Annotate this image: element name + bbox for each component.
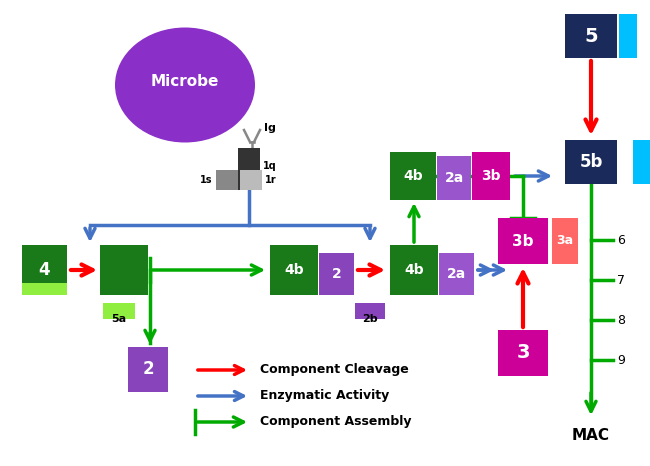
Text: 8: 8 xyxy=(617,314,625,327)
Text: Component Assembly: Component Assembly xyxy=(260,416,411,429)
Text: 1r: 1r xyxy=(265,175,277,185)
Bar xyxy=(103,303,135,319)
Bar xyxy=(240,170,262,190)
Bar xyxy=(216,170,238,190)
Text: 9: 9 xyxy=(617,354,625,366)
Text: 5b: 5b xyxy=(579,153,603,171)
Text: 1s: 1s xyxy=(200,175,212,185)
Text: 5a: 5a xyxy=(111,314,127,324)
Text: Microbe: Microbe xyxy=(151,75,219,89)
Bar xyxy=(565,14,617,58)
Bar xyxy=(22,245,67,295)
Text: 4: 4 xyxy=(39,261,50,279)
Bar xyxy=(238,148,260,190)
Text: 2b: 2b xyxy=(362,314,378,324)
Bar xyxy=(270,245,318,295)
Text: 4b: 4b xyxy=(403,169,422,183)
Text: Enzymatic Activity: Enzymatic Activity xyxy=(260,390,389,403)
Text: 3b: 3b xyxy=(512,233,534,248)
Text: 3: 3 xyxy=(516,343,530,363)
Bar xyxy=(22,283,67,295)
Bar xyxy=(128,347,168,392)
Bar xyxy=(355,303,385,319)
Bar xyxy=(619,14,637,58)
Text: 2: 2 xyxy=(142,361,154,378)
Bar xyxy=(319,253,354,295)
Text: 4b: 4b xyxy=(284,263,304,277)
Bar xyxy=(439,253,474,295)
Text: 2a: 2a xyxy=(447,267,466,281)
Bar xyxy=(552,218,578,264)
Text: 5: 5 xyxy=(584,27,598,46)
Bar xyxy=(390,245,438,295)
Text: Component Cleavage: Component Cleavage xyxy=(260,363,409,377)
Bar xyxy=(100,245,148,295)
Text: Ig: Ig xyxy=(264,123,276,133)
Text: 1q: 1q xyxy=(263,161,277,171)
Text: 7: 7 xyxy=(617,274,625,287)
Bar xyxy=(498,330,548,376)
Text: 4b: 4b xyxy=(404,263,424,277)
Text: 6: 6 xyxy=(617,233,625,247)
Text: 2: 2 xyxy=(332,267,341,281)
Bar xyxy=(472,152,510,200)
Bar xyxy=(390,152,436,200)
Text: 3a: 3a xyxy=(556,234,573,247)
Bar xyxy=(565,140,617,184)
Bar xyxy=(437,156,471,200)
Text: 2a: 2a xyxy=(445,171,463,185)
Bar xyxy=(498,218,548,264)
Text: 3b: 3b xyxy=(481,169,500,183)
Text: MAC: MAC xyxy=(572,427,610,443)
Bar xyxy=(633,140,650,184)
Ellipse shape xyxy=(115,27,255,143)
